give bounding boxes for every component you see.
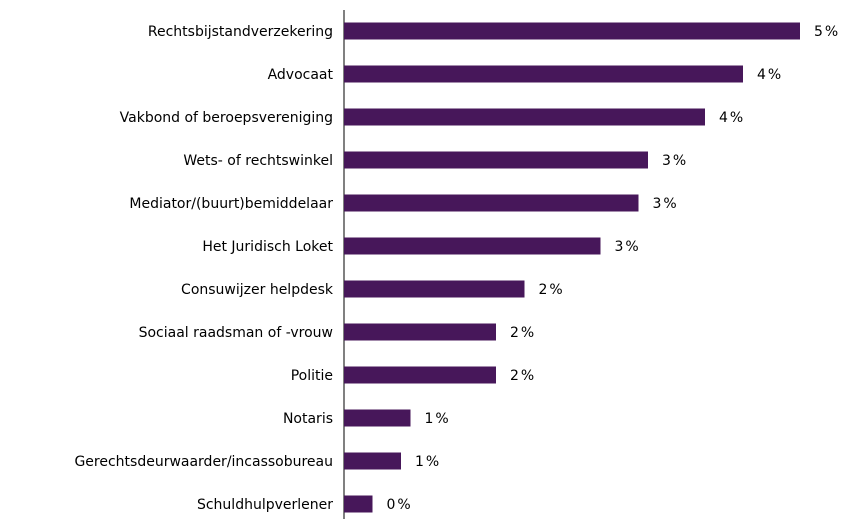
value-label: 3% <box>615 239 641 255</box>
category-label: Consuwijzer helpdesk <box>181 282 334 298</box>
bar <box>344 495 373 513</box>
category-label: Gerechtsdeurwaarder/incassobureau <box>74 454 333 470</box>
bar <box>344 323 496 341</box>
bar <box>344 194 639 212</box>
category-label: Het Juridisch Loket <box>202 239 333 255</box>
bar <box>344 108 705 126</box>
value-label: 3% <box>653 196 679 212</box>
category-label: Advocaat <box>268 67 334 83</box>
value-label: 1% <box>425 411 451 427</box>
bar <box>344 366 496 384</box>
category-label: Mediator/(buurt)bemiddelaar <box>129 196 333 212</box>
bar <box>344 452 401 470</box>
bar <box>344 151 648 169</box>
bar <box>344 280 525 298</box>
value-label: 2% <box>539 282 565 298</box>
bar <box>344 65 743 83</box>
category-label: Rechtsbijstandverzekering <box>148 24 333 40</box>
category-label: Wets- of rechtswinkel <box>183 153 333 169</box>
value-label: 2% <box>510 368 536 384</box>
value-label: 1% <box>415 454 441 470</box>
value-label: 0% <box>387 497 413 513</box>
value-label: 4% <box>757 67 783 83</box>
bar <box>344 409 411 427</box>
category-label: Politie <box>291 368 333 384</box>
category-label: Schuldhulpverlener <box>197 497 333 513</box>
value-label: 5% <box>814 24 840 40</box>
value-label: 3% <box>662 153 688 169</box>
value-label: 2% <box>510 325 536 341</box>
category-label: Vakbond of beroepsvereniging <box>120 110 333 126</box>
bar <box>344 237 601 255</box>
category-label: Sociaal raadsman of -vrouw <box>139 325 333 341</box>
bar <box>344 22 800 40</box>
category-label: Notaris <box>283 411 333 427</box>
value-label: 4% <box>719 110 745 126</box>
